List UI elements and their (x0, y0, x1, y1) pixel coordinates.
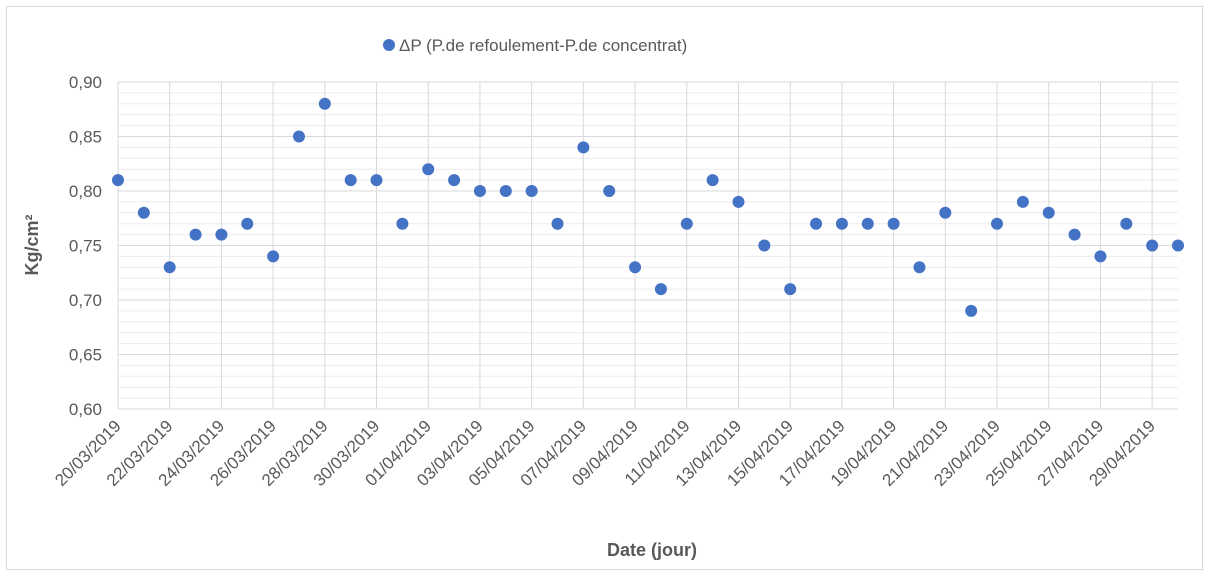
legend: ΔP (P.de refoulement-P.de concentrat) (383, 36, 687, 55)
data-point (758, 239, 771, 252)
data-point (1042, 206, 1055, 219)
x-axis-ticks: 20/03/201922/03/201924/03/201926/03/2019… (51, 416, 1159, 490)
data-point (1172, 239, 1184, 252)
data-point (991, 217, 1004, 230)
data-point (215, 228, 228, 241)
data-point (318, 97, 331, 110)
data-point (1068, 228, 1081, 241)
y-axis-ticks: 0,60 0,65 0,70 0,75 0,80 0,85 0,90 (69, 73, 102, 419)
data-point (499, 185, 512, 197)
data-point (887, 217, 900, 230)
data-point (680, 217, 693, 230)
legend-marker (383, 39, 395, 51)
data-point (1120, 217, 1133, 230)
y-tick-label: 0,70 (69, 291, 102, 310)
data-point (603, 185, 616, 197)
data-point (577, 141, 590, 154)
data-point (448, 174, 461, 187)
data-point (163, 261, 176, 274)
y-tick-label: 0,85 (69, 128, 102, 147)
data-point (370, 174, 383, 187)
data-point (189, 228, 202, 241)
data-point (241, 217, 254, 230)
data-point (913, 261, 926, 274)
data-point (551, 217, 564, 230)
x-axis-title: Date (jour) (607, 540, 697, 560)
data-point (137, 206, 150, 219)
data-points (112, 97, 1184, 317)
data-point (706, 174, 719, 187)
data-point (473, 185, 486, 197)
data-point (267, 250, 280, 263)
data-point (292, 130, 305, 143)
data-point (344, 174, 357, 187)
chart-frame (6, 6, 1203, 570)
data-point (810, 217, 823, 230)
data-point (629, 261, 642, 274)
data-point (396, 217, 409, 230)
data-point (525, 185, 538, 197)
data-point (112, 174, 124, 187)
data-point (861, 217, 874, 230)
data-point (784, 283, 797, 296)
data-point (1094, 250, 1107, 263)
legend-label: ΔP (P.de refoulement-P.de concentrat) (399, 36, 687, 55)
data-point (1146, 239, 1159, 252)
y-tick-label: 0,75 (69, 237, 102, 256)
y-tick-label: 0,60 (69, 400, 102, 419)
major-gridlines (118, 81, 1178, 410)
data-point (965, 304, 978, 317)
data-point (1016, 195, 1029, 208)
data-point (732, 195, 745, 208)
data-point (654, 283, 667, 296)
y-tick-label: 0,90 (69, 73, 102, 92)
y-tick-label: 0,65 (69, 346, 102, 365)
data-point (422, 163, 435, 176)
y-axis-title: Kg/cm² (22, 214, 42, 275)
data-point (939, 206, 952, 219)
data-point (835, 217, 848, 230)
y-tick-label: 0,80 (69, 182, 102, 201)
